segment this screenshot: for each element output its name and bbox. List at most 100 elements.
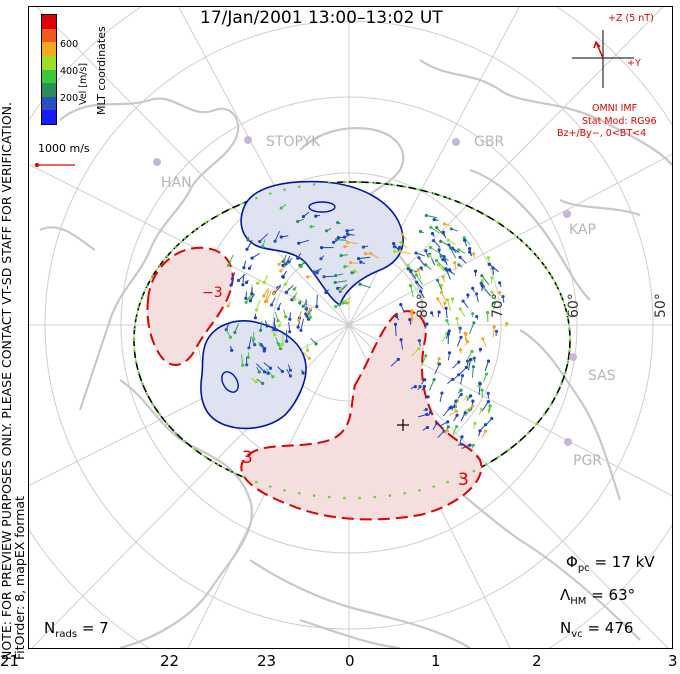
- vector-scale-label: 1000 m/s: [38, 142, 90, 155]
- mlt-label-3: 3: [668, 652, 678, 670]
- boundary-vector: [560, 382, 563, 385]
- boundary-vector: [484, 463, 488, 466]
- velocity-vector: [481, 401, 489, 412]
- velocity-vector: [333, 240, 337, 243]
- velocity-vector: [417, 386, 421, 391]
- velocity-vector: [426, 215, 438, 219]
- velocity-vector: [315, 214, 321, 217]
- velocity-vector: [432, 233, 435, 237]
- velocity-vector: [417, 269, 422, 279]
- imf-clock-dial: [572, 30, 634, 88]
- boundary-vector: [255, 196, 258, 200]
- phi-value: = 17 kV: [594, 553, 655, 571]
- velocity-vector: [277, 366, 283, 372]
- velocity-vector: [424, 396, 429, 399]
- vector-scale-bar: [34, 162, 75, 168]
- velocity-vector: [457, 367, 467, 376]
- latitude-label-60: 60°: [566, 293, 582, 318]
- velocity-vector: [454, 400, 459, 412]
- velocity-vector: [308, 307, 311, 318]
- vector-origin: [246, 355, 250, 359]
- boundary-vector: [204, 221, 208, 224]
- boundary-vector: [145, 392, 149, 396]
- velocity-vector: [243, 260, 247, 268]
- velocity-vector: [249, 293, 256, 301]
- velocity-vector: [402, 234, 407, 241]
- velocity-vector: [420, 231, 425, 234]
- velocity-vector: [410, 285, 414, 298]
- velocity-vector: [278, 321, 282, 327]
- velocity-vector: [447, 239, 456, 245]
- velocity-vector: [280, 203, 287, 209]
- boundary-vector: [535, 254, 539, 258]
- boundary-vector: [193, 448, 197, 452]
- boundary-vector: [527, 245, 530, 249]
- mlt-label-21: 21: [0, 652, 20, 670]
- boundary-vector: [134, 360, 138, 364]
- vector-count: Nvc = 476: [560, 619, 633, 640]
- velocity-vector: [297, 218, 304, 222]
- boundary-vector: [446, 196, 449, 200]
- velocity-vector: [281, 235, 289, 238]
- boundary-vector: [549, 274, 553, 278]
- boundary-vector: [446, 480, 449, 484]
- lambda-symbol: Λ: [560, 586, 571, 604]
- velocity-vector: [492, 268, 494, 276]
- velocity-vector: [274, 311, 279, 321]
- velocity-vector: [400, 339, 404, 350]
- boundary-vector: [283, 188, 286, 191]
- boundary-vector: [432, 485, 436, 488]
- boundary-vector: [312, 494, 316, 497]
- velocity-vector: [303, 211, 310, 217]
- boundary-vector: [517, 237, 521, 240]
- contour-label-positive-2: 3: [458, 470, 469, 490]
- velocity-vector: [421, 379, 426, 385]
- velocity-vector: [230, 345, 233, 351]
- velocity-vector: [231, 272, 236, 279]
- station-label-gbr: GBR: [474, 134, 505, 150]
- velocity-vector: [234, 323, 239, 333]
- velocity-vector: [459, 436, 463, 444]
- station-label-sas: SAS: [588, 368, 616, 384]
- velocity-vector: [418, 340, 421, 347]
- velocity-vector: [505, 323, 508, 327]
- velocity-vector: [247, 236, 250, 240]
- velocity-vector: [354, 270, 359, 274]
- imf-source: OMNI IMF: [592, 103, 638, 114]
- velocity-vector: [342, 302, 348, 305]
- velocity-vector: [265, 289, 269, 302]
- velocity-vector: [286, 368, 291, 377]
- boundary-vector: [216, 214, 220, 217]
- velocity-vector: [341, 254, 349, 256]
- velocity-vector: [457, 443, 462, 446]
- velocity-vector: [270, 328, 276, 336]
- boundary-vector: [141, 382, 144, 385]
- velocity-vector: [478, 430, 481, 437]
- velocity-vector: [473, 423, 476, 430]
- velocity-vector: [248, 264, 253, 269]
- mlt-label-2: 2: [532, 652, 542, 670]
- velocity-vector: [460, 375, 463, 385]
- boundary-vector: [158, 412, 161, 416]
- velocity-vector: [359, 283, 371, 289]
- velocity-vector: [495, 331, 497, 336]
- vector-origin: [345, 232, 350, 236]
- boundary-vector: [343, 496, 346, 500]
- lambda-subscript: HM: [570, 596, 587, 607]
- velocity-vector: [449, 410, 457, 416]
- velocity-vector: [490, 277, 493, 284]
- velocity-vector: [430, 247, 440, 254]
- velocity-vector: [457, 389, 462, 394]
- boundary-vector: [373, 495, 377, 499]
- velocity-vector: [263, 362, 271, 369]
- imf-condition: Bz+/By−, 0<BT<4: [557, 128, 647, 139]
- velocity-vector: [285, 284, 294, 293]
- velocity-vector: [347, 241, 359, 245]
- velocity-vector: [421, 386, 425, 391]
- velocity-vector: [411, 348, 420, 357]
- boundary-vector: [568, 327, 571, 331]
- velocity-vector: [363, 245, 369, 248]
- velocity-vector: [260, 321, 263, 331]
- plot-frame: [28, 6, 673, 649]
- velocity-vector: [310, 337, 317, 345]
